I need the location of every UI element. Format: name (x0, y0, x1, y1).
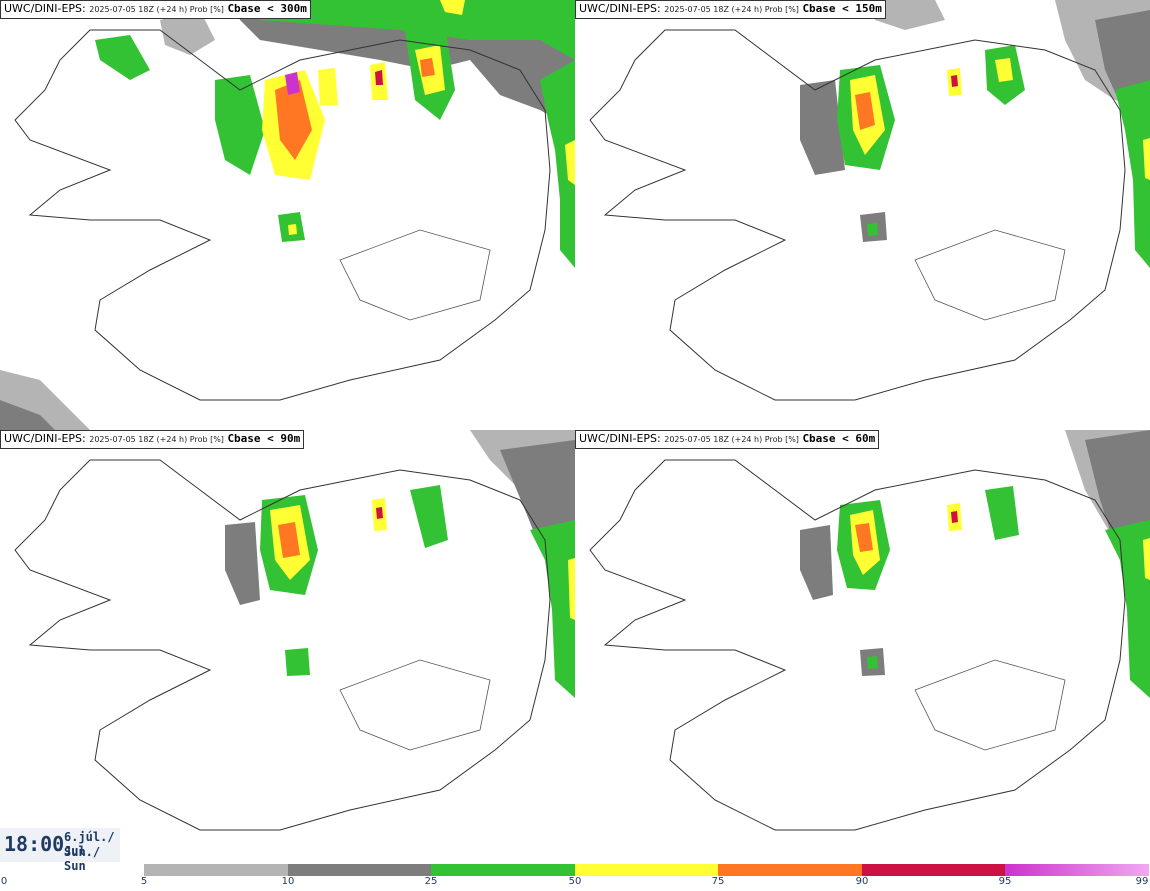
color-bin-10-25 (288, 864, 431, 876)
map-panel-cbase-300: UWC/DINI-EPS: 2025-07-05 18Z (+24 h) Pro… (0, 0, 575, 430)
valid-date: 6.júl./ Jul (64, 830, 115, 858)
color-bin-75-90 (718, 864, 862, 876)
colorbar-tick: 99 (1135, 876, 1149, 887)
map-canvas (14, 430, 575, 831)
run-info: 2025-07-05 18Z (+24 h) Prob [%] (664, 5, 799, 14)
colorbar-tick: 90 (855, 876, 869, 887)
variable-label: Cbase < 300m (227, 2, 307, 15)
model-name: UWC/DINI-EPS (579, 432, 658, 445)
panel-title: UWC/DINI-EPS: 2025-07-05 18Z (+24 h) Pro… (0, 430, 305, 449)
map-panel-cbase-150: UWC/DINI-EPS: 2025-07-05 18Z (+24 h) Pro… (575, 0, 1150, 430)
colorbar-tick: 75 (711, 876, 725, 887)
map-canvas (589, 430, 1150, 831)
run-info: 2025-07-05 18Z (+24 h) Prob [%] (664, 435, 799, 444)
colorbar-tick: 5 (140, 876, 148, 887)
colorbar-tick: 50 (568, 876, 582, 887)
panel-title: UWC/DINI-EPS: 2025-07-05 18Z (+24 h) Pro… (575, 430, 880, 449)
map-canvas (589, 0, 1150, 401)
color-bin-25-50 (431, 864, 575, 876)
variable-label: Cbase < 150m (802, 2, 882, 15)
colorbar-tick: 0 (0, 876, 8, 887)
map-canvas (0, 0, 575, 430)
colorbar-tick: 10 (281, 876, 295, 887)
variable-label: Cbase < 60m (802, 432, 876, 445)
map-panel-cbase-90: UWC/DINI-EPS: 2025-07-05 18Z (+24 h) Pro… (0, 430, 575, 860)
color-bin-90-95 (862, 864, 1005, 876)
color-bin-5-10 (144, 864, 288, 876)
model-name: UWC/DINI-EPS (4, 2, 83, 15)
colorbar-tick: 25 (424, 876, 438, 887)
run-info: 2025-07-05 18Z (+24 h) Prob [%] (89, 435, 224, 444)
valid-time-box: 18:00 6.júl./ Jul Sun./ Sun (0, 828, 120, 873)
valid-weekday: Sun./ Sun (64, 845, 101, 873)
model-name: UWC/DINI-EPS (4, 432, 83, 445)
probability-colorbar (144, 864, 1150, 876)
map-panel-cbase-60: UWC/DINI-EPS: 2025-07-05 18Z (+24 h) Pro… (575, 430, 1150, 860)
model-name: UWC/DINI-EPS (579, 2, 658, 15)
color-bin-95-99 (1005, 864, 1149, 876)
color-bin-50-75 (575, 864, 718, 876)
variable-label: Cbase < 90m (227, 432, 301, 445)
panel-title: UWC/DINI-EPS: 2025-07-05 18Z (+24 h) Pro… (0, 0, 311, 19)
valid-time: 18:00 (4, 832, 65, 856)
panel-title: UWC/DINI-EPS: 2025-07-05 18Z (+24 h) Pro… (575, 0, 886, 19)
run-info: 2025-07-05 18Z (+24 h) Prob [%] (89, 5, 224, 14)
colorbar-tick: 95 (998, 876, 1012, 887)
